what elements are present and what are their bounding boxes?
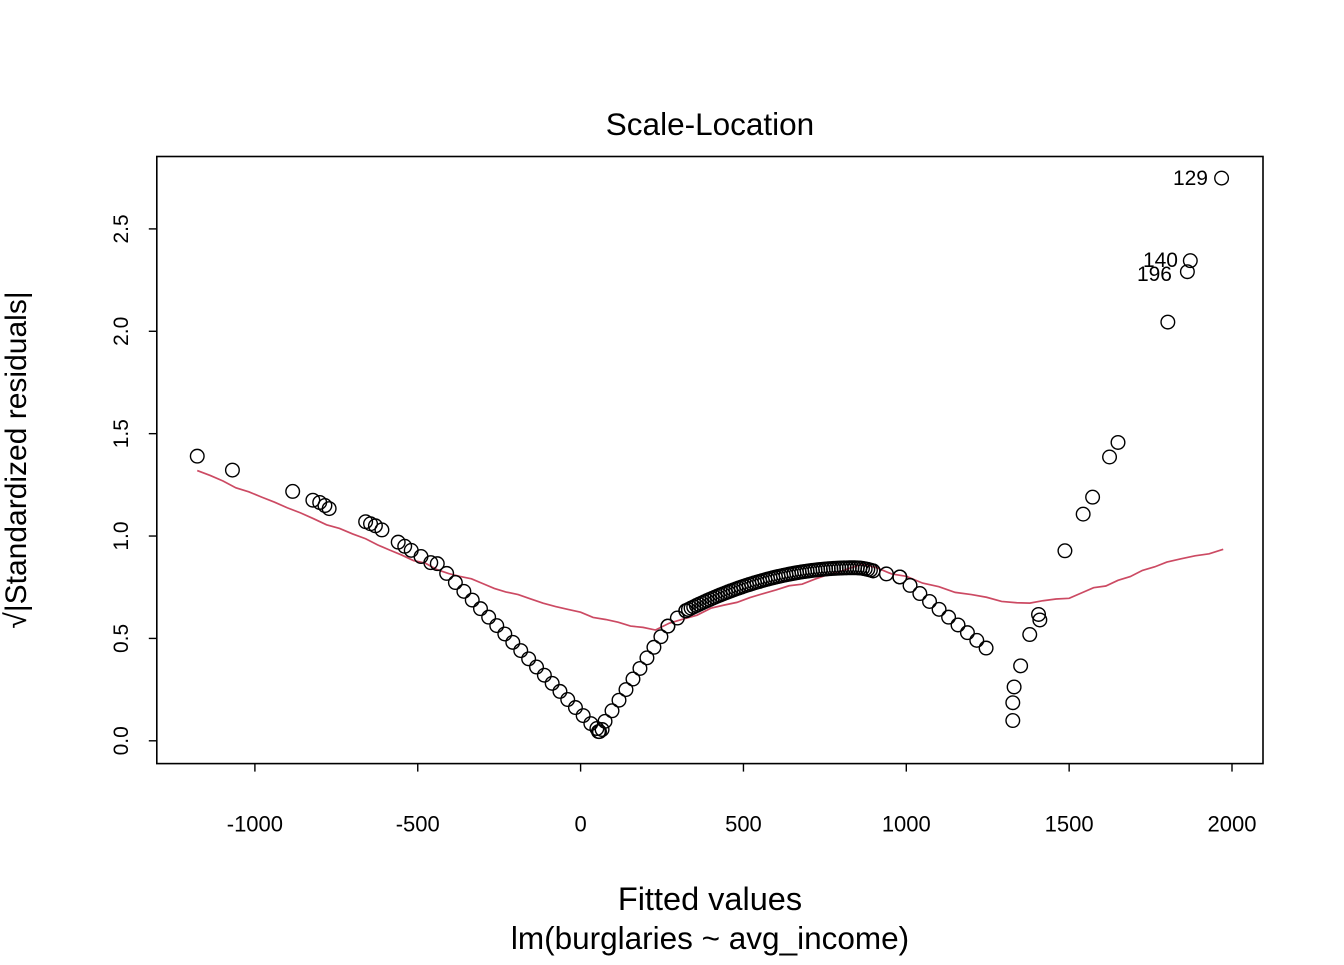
- svg-text:0.5: 0.5: [110, 624, 133, 653]
- svg-text:-500: -500: [396, 812, 440, 837]
- svg-text:0: 0: [574, 812, 586, 837]
- svg-text:1.5: 1.5: [110, 419, 133, 448]
- svg-text:-1000: -1000: [227, 812, 283, 837]
- svg-text:2000: 2000: [1208, 812, 1257, 837]
- svg-text:1000: 1000: [882, 812, 931, 837]
- svg-text:2.0: 2.0: [110, 317, 133, 346]
- svg-text:Fitted values: Fitted values: [618, 881, 802, 917]
- svg-text:129: 129: [1173, 167, 1208, 190]
- svg-text:196: 196: [1137, 263, 1172, 286]
- svg-text:√|Standardized residuals|: √|Standardized residuals|: [0, 291, 33, 628]
- svg-text:2.5: 2.5: [110, 214, 133, 243]
- svg-text:lm(burglaries ~ avg_income): lm(burglaries ~ avg_income): [511, 920, 909, 956]
- svg-text:0.0: 0.0: [110, 726, 133, 755]
- svg-text:1500: 1500: [1045, 812, 1094, 837]
- svg-text:Scale-Location: Scale-Location: [606, 106, 814, 142]
- svg-text:500: 500: [725, 812, 762, 837]
- svg-text:1.0: 1.0: [110, 521, 133, 550]
